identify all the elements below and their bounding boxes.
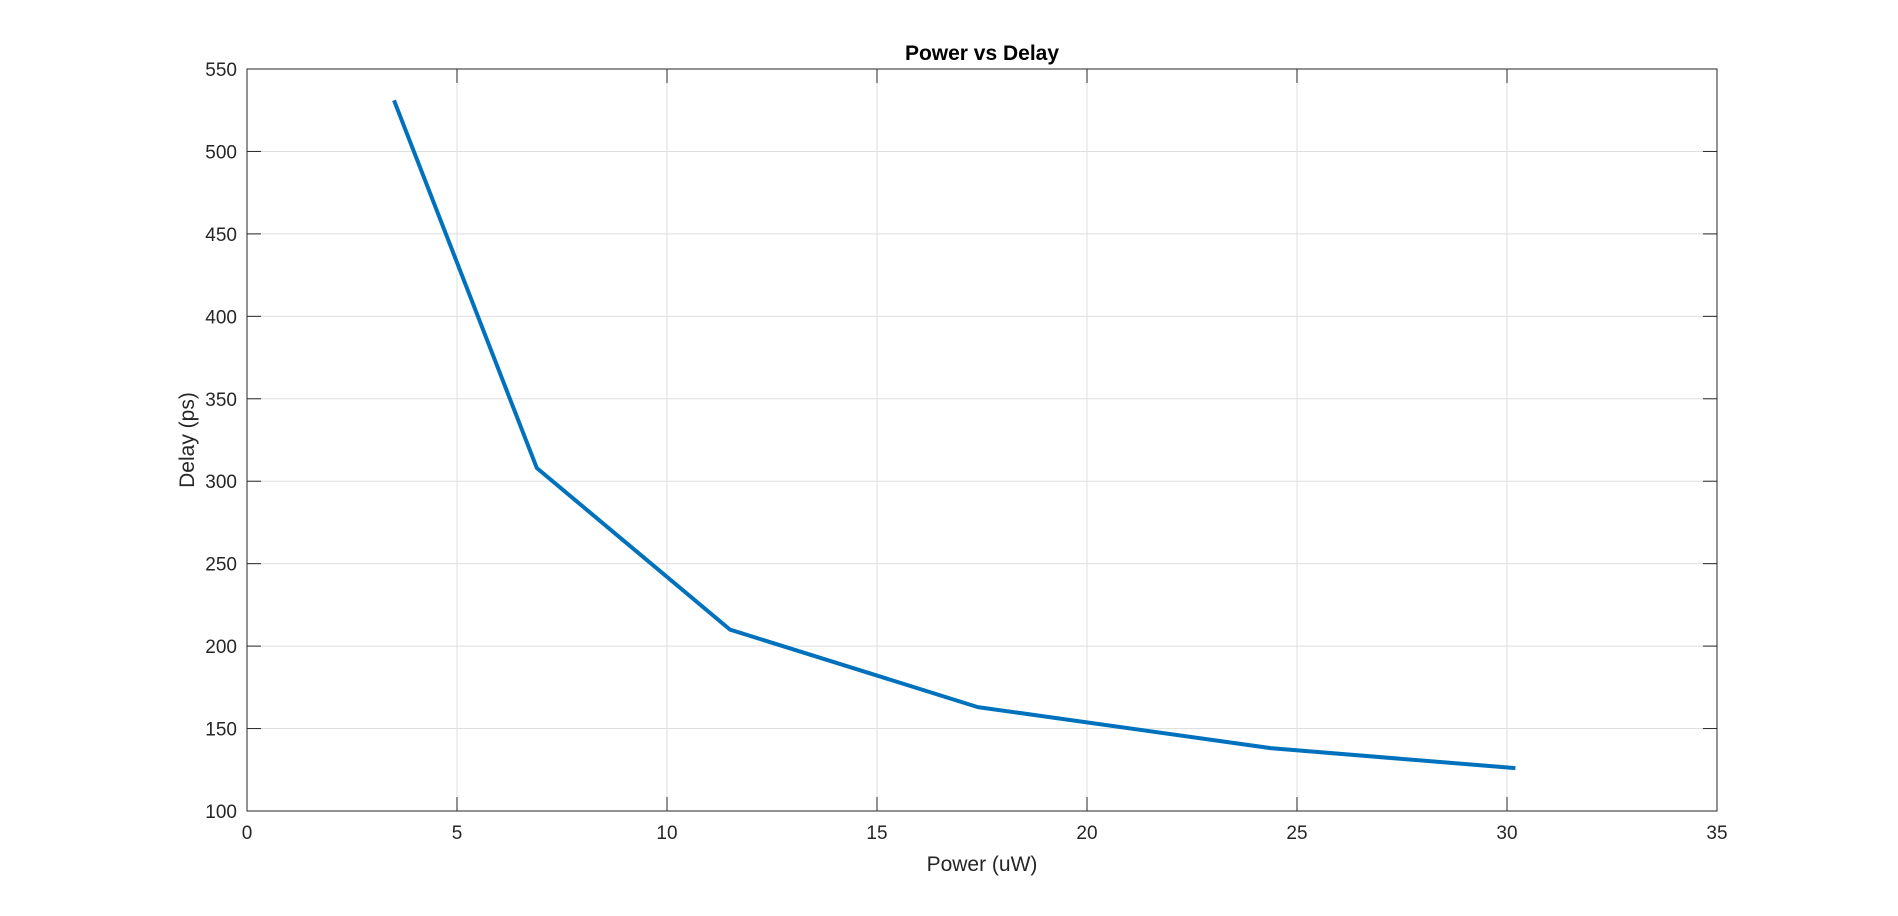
x-tick-label: 25 [1286,823,1307,844]
y-tick-label: 250 [205,555,237,576]
x-tick-label: 30 [1496,823,1517,844]
x-axis-label: Power (uW) [927,853,1038,876]
chart-title: Power vs Delay [905,42,1059,65]
x-tick-label: 15 [866,823,887,844]
y-tick-label: 500 [205,142,237,163]
y-tick-label: 550 [205,60,237,81]
y-tick-label: 100 [205,802,237,823]
y-tick-label: 400 [205,307,237,328]
y-tick-label: 200 [205,637,237,658]
x-tick-label: 20 [1076,823,1097,844]
x-tick-label: 10 [656,823,677,844]
y-tick-label: 350 [205,390,237,411]
x-tick-label: 0 [242,823,253,844]
x-tick-label: 35 [1706,823,1727,844]
y-tick-label: 450 [205,225,237,246]
y-tick-label: 300 [205,472,237,493]
y-axis-label: Delay (ps) [176,392,199,488]
x-tick-label: 5 [452,823,463,844]
y-tick-label: 150 [205,720,237,741]
